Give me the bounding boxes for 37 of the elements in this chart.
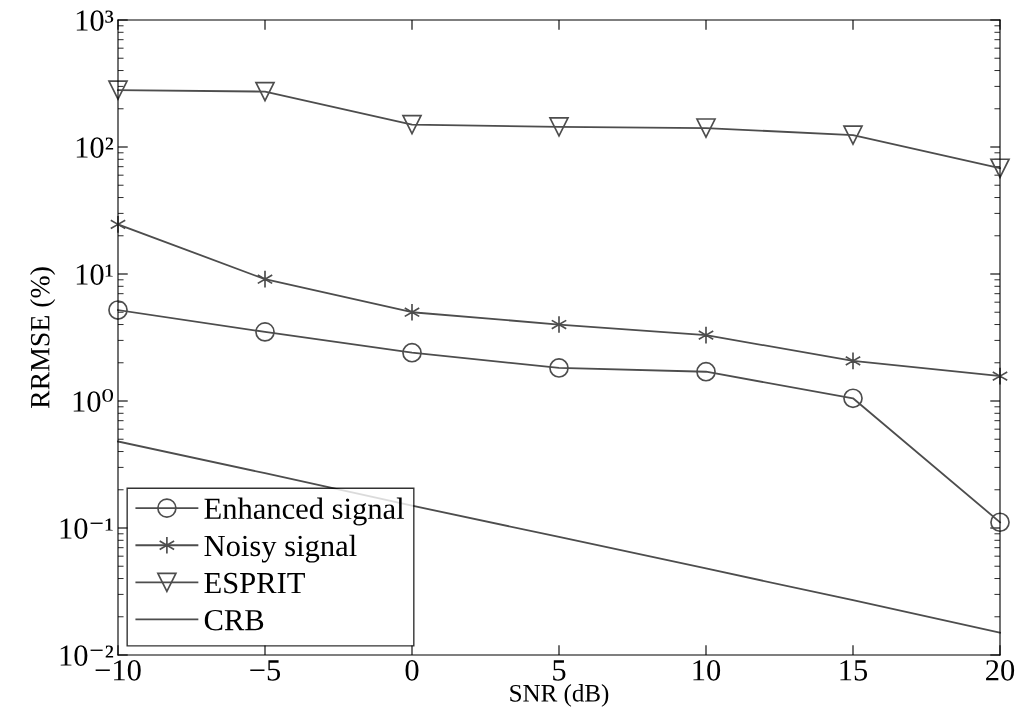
point bbox=[255, 322, 275, 342]
x-tick-label: 15 bbox=[840, 660, 868, 681]
y-tick-label: 10⁰ bbox=[73, 388, 114, 412]
y-axis-title: RRMSE (%) bbox=[30, 267, 56, 409]
y-tick-label: 10⁻¹ bbox=[60, 518, 113, 539]
point bbox=[696, 361, 716, 382]
point bbox=[256, 270, 274, 289]
legend-label: Enhanced signal bbox=[204, 497, 405, 526]
point bbox=[696, 118, 716, 138]
point bbox=[843, 125, 863, 145]
legend-label: ESPRIT bbox=[204, 572, 305, 594]
y-tick-label: 10³ bbox=[76, 10, 114, 31]
point bbox=[550, 315, 568, 334]
point bbox=[697, 325, 715, 345]
x-tick-label: 20 bbox=[986, 660, 1015, 681]
point bbox=[108, 300, 128, 320]
point bbox=[402, 342, 422, 363]
line-series bbox=[117, 440, 1001, 634]
point bbox=[549, 117, 569, 137]
legend-label: CRB bbox=[204, 609, 264, 631]
point bbox=[549, 358, 569, 378]
point bbox=[990, 512, 1010, 533]
point bbox=[108, 80, 128, 101]
y-tick-label: 10² bbox=[76, 137, 114, 158]
x-axis-title: SNR (dB) bbox=[510, 684, 609, 707]
y-tick-label: 10¹ bbox=[76, 264, 113, 285]
legend-label: Noisy signal bbox=[204, 534, 357, 563]
x-tick-label: −5 bbox=[250, 660, 281, 681]
point bbox=[843, 388, 863, 409]
x-tick-label: 5 bbox=[553, 660, 566, 681]
point bbox=[255, 81, 275, 102]
x-tick-label: 0 bbox=[405, 660, 419, 681]
point bbox=[990, 158, 1010, 179]
x-tick-label: 10 bbox=[693, 660, 721, 681]
point bbox=[402, 114, 422, 135]
point bbox=[844, 351, 862, 371]
point bbox=[403, 303, 421, 322]
